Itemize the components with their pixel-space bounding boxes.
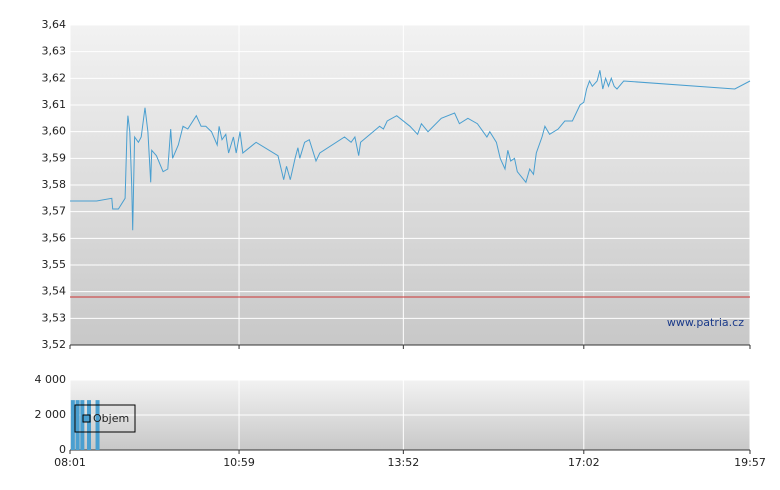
y-tick-label: 3,64 — [42, 18, 67, 31]
y-tick-label: 3,52 — [42, 338, 67, 351]
y-tick-label: 3,59 — [42, 151, 67, 164]
x-tick-label: 08:01 — [54, 456, 86, 469]
volume-bar — [70, 400, 75, 450]
y-tick-label: 3,60 — [42, 125, 67, 138]
volume-bar — [86, 400, 91, 450]
volume-bar — [95, 400, 100, 450]
y-tick-label: 2 000 — [35, 408, 67, 421]
legend-label: Objem — [93, 412, 129, 425]
y-tick-label: 3,62 — [42, 71, 67, 84]
volume-bar — [80, 400, 85, 450]
y-tick-label: 3,63 — [42, 45, 67, 58]
y-tick-label: 0 — [59, 443, 66, 456]
y-tick-label: 3,53 — [42, 311, 67, 324]
y-tick-label: 3,56 — [42, 231, 67, 244]
watermark: www.patria.cz — [667, 316, 744, 329]
legend-box — [74, 404, 136, 433]
y-tick-label: 3,57 — [42, 205, 67, 218]
y-tick-label: 3,61 — [42, 98, 67, 111]
y-tick-label: 3,54 — [42, 285, 67, 298]
y-tick-label: 4 000 — [35, 373, 67, 386]
y-tick-label: 3,55 — [42, 258, 67, 271]
y-tick-label: 3,58 — [42, 178, 67, 191]
x-tick-label: 17:02 — [568, 456, 600, 469]
x-tick-label: 10:59 — [223, 456, 255, 469]
volume-bar — [75, 400, 80, 450]
x-tick-label: 19:57 — [734, 456, 766, 469]
x-tick-label: 13:52 — [388, 456, 420, 469]
legend-swatch — [82, 414, 91, 423]
price-line — [70, 70, 751, 231]
